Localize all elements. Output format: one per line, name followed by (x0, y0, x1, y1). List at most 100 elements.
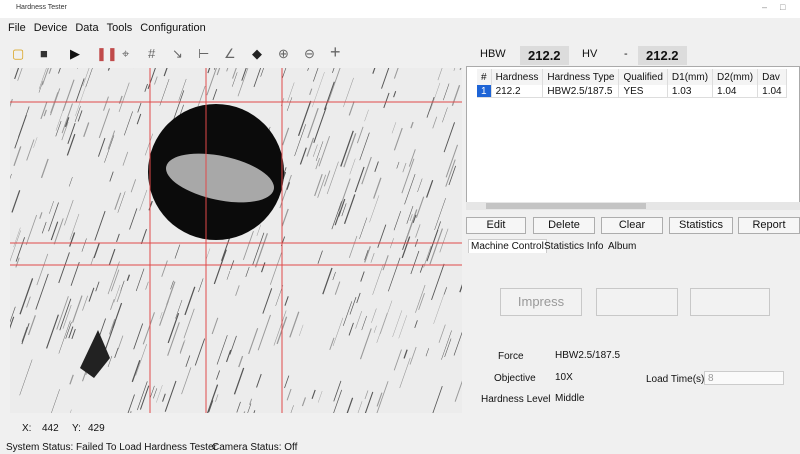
texture-streak (17, 68, 23, 81)
menu-item[interactable]: Data (75, 22, 99, 34)
texture-streak (409, 214, 413, 222)
texture-streak (357, 401, 363, 413)
delete-button[interactable]: Delete (533, 217, 595, 234)
cell[interactable]: 1.04 (757, 85, 787, 98)
load-time-label: Load Time(s) (646, 374, 705, 385)
texture-streak (443, 83, 450, 101)
texture-streak (441, 330, 452, 360)
cell[interactable]: 212.2 (491, 85, 544, 98)
texture-streak (11, 190, 21, 213)
texture-streak (254, 233, 269, 268)
texture-streak (41, 68, 49, 86)
texture-streak (159, 300, 169, 326)
statistics-button[interactable]: Statistics (669, 217, 733, 234)
texture-streak (21, 323, 30, 345)
objective-label: Objective (494, 373, 536, 384)
texture-streak (323, 81, 335, 111)
force-dropdown[interactable]: HBW2.5/187.5 (555, 350, 621, 361)
cell[interactable]: HBW2.5/187.5 (542, 85, 620, 98)
select-icon[interactable]: ↘ (172, 46, 183, 61)
load-time-input[interactable]: 8 (704, 371, 784, 385)
texture-streak (340, 130, 354, 167)
texture-streak (163, 68, 168, 77)
pause-icon[interactable]: ❚❚ (96, 46, 118, 61)
distance-icon[interactable]: ⊢ (198, 46, 210, 61)
texture-streak (318, 135, 330, 167)
texture-streak (110, 269, 120, 292)
texture-streak (393, 127, 403, 151)
crosshair-icon[interactable]: + (330, 42, 341, 62)
texture-streak (10, 173, 12, 180)
texture-streak (248, 327, 259, 355)
cell[interactable]: 1.03 (667, 85, 714, 98)
tab[interactable]: Statistics Info (544, 241, 604, 252)
zoom-in-icon[interactable]: ⊕ (278, 46, 289, 61)
micrograph-view[interactable] (10, 68, 462, 413)
texture-streak (290, 405, 294, 413)
report-button[interactable]: Report (738, 217, 800, 234)
texture-streak (62, 304, 72, 329)
texture-streak (215, 394, 219, 402)
edit-button[interactable]: Edit (466, 217, 526, 234)
texture-streak (108, 319, 116, 335)
texture-streak (253, 410, 256, 413)
disabled-button[interactable] (690, 288, 770, 316)
play-icon[interactable]: ▶ (70, 46, 80, 61)
toolbar: ▢ ■ ▶ ❚❚ ⌖ # ↘ ⊢ ∠ ◆ ⊕ ⊖ + (8, 42, 458, 64)
texture-streak (85, 68, 93, 87)
texture-streak (109, 171, 114, 182)
disabled-button[interactable] (596, 288, 678, 316)
objective-dropdown[interactable]: 10X (555, 372, 573, 383)
texture-streak (429, 228, 443, 265)
maximize-button[interactable]: □ (780, 2, 786, 12)
texture-streak (181, 367, 192, 395)
texture-streak (432, 116, 438, 129)
texture-streak (69, 232, 76, 247)
texture-streak (364, 391, 374, 413)
cell[interactable]: 1.04 (712, 85, 759, 98)
menu-item[interactable]: Configuration (140, 22, 206, 34)
texture-streak (381, 68, 390, 89)
cell[interactable]: YES (618, 85, 668, 98)
impress-button[interactable]: Impress (500, 288, 582, 316)
texture-streak (282, 68, 287, 79)
texture-streak (299, 324, 304, 337)
tab[interactable]: Album (608, 241, 637, 252)
texture-streak (144, 83, 148, 92)
texture-streak (245, 266, 250, 277)
texture-streak (226, 349, 232, 363)
texture-streak (364, 249, 369, 261)
measure-icon[interactable]: ⌖ (122, 46, 130, 61)
texture-streak (376, 312, 388, 343)
clear-button[interactable]: Clear (601, 217, 663, 234)
texture-streak (114, 192, 122, 210)
save-icon[interactable]: ■ (40, 46, 48, 61)
open-icon[interactable]: ▢ (12, 46, 25, 61)
texture-streak (38, 80, 44, 93)
minimize-button[interactable]: – (762, 2, 768, 12)
menu-item[interactable]: File (8, 22, 26, 34)
scroll-thumb[interactable] (486, 203, 646, 209)
menu-item[interactable]: Device (33, 22, 68, 34)
zoom-out-icon[interactable]: ⊖ (304, 46, 315, 61)
hardness-level-dropdown[interactable]: Middle (555, 393, 585, 404)
texture-streak (48, 202, 59, 232)
texture-streak (399, 357, 411, 389)
texture-streak (359, 132, 370, 161)
texture-streak (113, 284, 121, 303)
system-status: System Status: Failed To Load Hardness T… (6, 442, 217, 453)
texture-streak (122, 151, 129, 166)
erase-icon[interactable]: ◆ (252, 46, 262, 61)
menu-item[interactable]: Tools (106, 22, 133, 34)
horizontal-scrollbar[interactable] (466, 202, 800, 210)
angle-icon[interactable]: ∠ (224, 46, 236, 61)
cursor-y: 429 (88, 423, 105, 434)
cell[interactable]: 1 (477, 85, 492, 98)
table-row[interactable]: 1 212.2 HBW2.5/187.5 YES 1.03 1.04 1.04 (477, 85, 787, 98)
texture-streak (284, 296, 289, 306)
texture-streak (116, 289, 122, 303)
texture-streak (414, 320, 418, 328)
texture-streak (356, 292, 361, 304)
tab[interactable]: Machine Control (468, 239, 547, 253)
grid-icon[interactable]: # (148, 46, 156, 61)
